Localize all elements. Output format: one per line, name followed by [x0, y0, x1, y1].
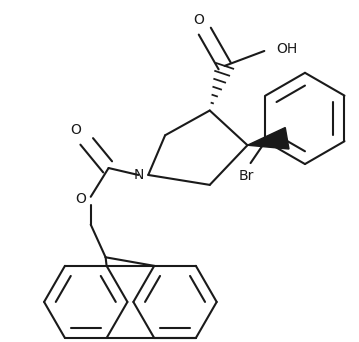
Text: O: O	[194, 13, 204, 27]
Text: O: O	[70, 123, 81, 137]
Text: N: N	[133, 168, 144, 182]
Text: Br: Br	[239, 169, 254, 183]
Polygon shape	[247, 128, 289, 149]
Text: O: O	[75, 192, 86, 206]
Text: OH: OH	[276, 42, 298, 56]
